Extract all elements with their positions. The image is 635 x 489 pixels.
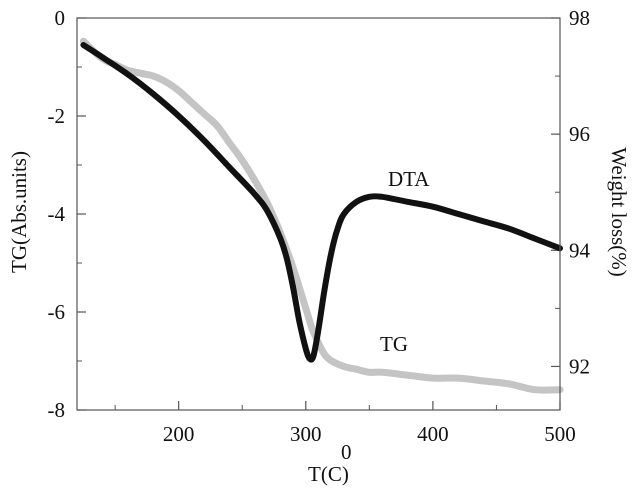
x-axis-title-superscript: 0: [341, 440, 352, 464]
dta-series-line: [80, 42, 563, 363]
y-right-tick-label: 98: [569, 6, 590, 30]
series-layer: [79, 37, 564, 394]
x-tick-label: 500: [544, 422, 576, 446]
y-left-tick-label: 0: [55, 6, 66, 30]
y-left-tick-label: -6: [48, 300, 66, 324]
y-axis-right-title: Weight loss(%): [607, 147, 631, 277]
y-left-tick-label: -8: [48, 398, 66, 422]
tg-series-line: [79, 37, 564, 394]
x-tick-label: 400: [417, 422, 449, 446]
x-tick-label: 300: [290, 422, 322, 446]
y-axis-left-title: TG(Abs.units): [7, 151, 31, 273]
y-left-tick-label: -4: [48, 202, 66, 226]
tg-series-label: TG: [380, 332, 408, 356]
dta-series-label: DTA: [388, 167, 430, 191]
y-left-tick-label: -2: [48, 104, 66, 128]
x-tick-label: 200: [163, 422, 195, 446]
plot-frame: [76, 17, 561, 411]
y-right-tick-label: 92: [569, 354, 590, 378]
x-axis-title: T(C): [308, 462, 349, 486]
y-right-tick-label: 94: [569, 238, 591, 262]
y-right-tick-label: 96: [569, 122, 590, 146]
ticks-layer: 200 300 400 500 0 -2 -4 -6 -8 98 96 94 92: [48, 6, 591, 446]
